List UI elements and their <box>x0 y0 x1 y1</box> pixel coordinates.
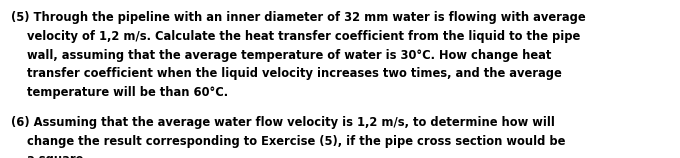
Text: (6) Assuming that the average water flow velocity is 1,2 m/s, to determine how w: (6) Assuming that the average water flow… <box>11 116 555 129</box>
Text: change the result corresponding to Exercise (5), if the pipe cross section would: change the result corresponding to Exerc… <box>11 135 566 148</box>
Text: a square.: a square. <box>11 153 88 158</box>
Text: transfer coefficient when the liquid velocity increases two times, and the avera: transfer coefficient when the liquid vel… <box>11 67 562 80</box>
Text: temperature will be than 60°C.: temperature will be than 60°C. <box>11 86 228 99</box>
Text: wall, assuming that the average temperature of water is 30°C. How change heat: wall, assuming that the average temperat… <box>11 49 551 62</box>
Text: velocity of 1,2 m/s. Calculate the heat transfer coefficient from the liquid to : velocity of 1,2 m/s. Calculate the heat … <box>11 30 580 43</box>
Text: (5) Through the pipeline with an inner diameter of 32 mm water is flowing with a: (5) Through the pipeline with an inner d… <box>11 11 585 24</box>
